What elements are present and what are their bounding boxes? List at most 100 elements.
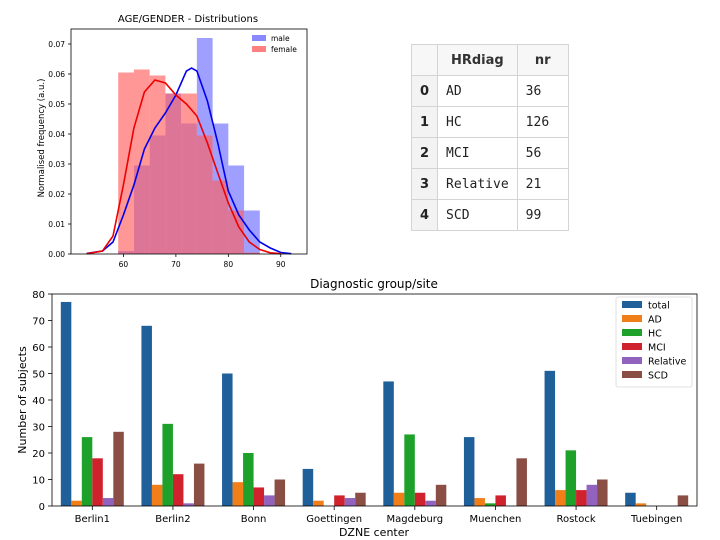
bar-total <box>60 301 72 506</box>
diagnosis-table: HRdiag nr 0 AD 36 1 HC 126 2 MCI 56 3 Re… <box>410 44 569 231</box>
row-index: 2 <box>410 137 439 169</box>
bar-chart-y-axis-label: Number of subjects <box>16 346 29 454</box>
table-header-nr: nr <box>516 44 569 76</box>
bar-relative <box>183 503 194 506</box>
histogram-title: AGE/GENDER - Distributions <box>118 14 258 25</box>
bar-relative <box>344 498 356 506</box>
bar-scd <box>193 463 205 506</box>
y-tick-label: 0.06 <box>48 70 65 79</box>
row-hrdiag: MCI <box>437 137 518 169</box>
bar-ad <box>151 484 163 506</box>
bar-mci <box>576 490 587 506</box>
y-tick-label: 0.00 <box>48 250 65 259</box>
bar-hc <box>81 437 93 506</box>
legend-label-hc: HC <box>648 329 662 340</box>
legend-label-scd: SCD <box>648 371 668 382</box>
histogram-bar-female <box>149 75 166 254</box>
bar-scd <box>355 492 366 506</box>
legend-label-mci: MCI <box>648 343 666 354</box>
legend-label-total: total <box>648 301 670 312</box>
y-tick-label: 0.04 <box>48 130 65 139</box>
legend-swatch-female <box>252 46 266 52</box>
table-header-hrdiag: HRdiag <box>437 44 518 76</box>
bar-total <box>544 370 556 506</box>
x-tick-label: Muenchen <box>470 514 522 525</box>
bar-total <box>625 492 636 506</box>
table-header-row: HRdiag nr <box>410 44 569 76</box>
bar-total <box>463 437 475 506</box>
bar-mci <box>334 495 345 506</box>
bar-ad <box>232 482 244 506</box>
legend-label-relative: Relative <box>648 357 686 368</box>
bar-chart-legend: total AD HC MCI Relative SCD <box>615 296 693 388</box>
bar-scd <box>516 458 527 506</box>
row-hrdiag: HC <box>437 106 518 138</box>
histogram-legend: male female <box>252 34 297 54</box>
legend-swatch-ad <box>622 315 642 322</box>
x-tick-label: Tuebingen <box>630 514 682 525</box>
histogram-bar-female <box>228 210 245 254</box>
histogram-bar-female <box>212 180 229 254</box>
histogram-bar-female <box>244 252 260 254</box>
row-nr: 99 <box>516 199 569 231</box>
bar-ad <box>71 500 82 506</box>
legend-swatch-total <box>622 301 642 308</box>
kde-line-female <box>86 79 281 255</box>
x-tick-label: Berlin2 <box>155 514 190 525</box>
y-tick-label: 40 <box>32 396 45 407</box>
table-row: 3 Relative 21 <box>410 168 569 200</box>
row-hrdiag: Relative <box>437 168 518 200</box>
bar-total <box>302 468 314 506</box>
table-row: 4 SCD 99 <box>410 199 569 231</box>
bar-scd <box>113 431 124 506</box>
age-gender-histogram: AGE/GENDER - Distributions Normalised fr… <box>37 14 308 269</box>
bar-hc <box>162 423 173 506</box>
histogram-bar-female <box>133 69 150 254</box>
histogram-bar-female <box>196 135 213 254</box>
bar-scd <box>274 479 286 506</box>
bar-mci <box>172 474 184 506</box>
row-index: 0 <box>410 75 439 107</box>
histogram-y-axis-label: Normalised frequency (a.u.) <box>37 79 47 198</box>
x-tick-label: Goettingen <box>306 514 362 525</box>
bar-hc <box>404 434 415 506</box>
x-tick-label: 60 <box>119 260 129 269</box>
legend-label-male: male <box>271 34 290 43</box>
bar-mci <box>92 458 103 506</box>
x-tick-label: Bonn <box>241 514 267 525</box>
y-tick-label: 20 <box>32 449 45 460</box>
bar-mci <box>495 495 506 506</box>
bar-ad <box>313 500 324 506</box>
bar-chart-x-axis-label: DZNE center <box>339 526 410 539</box>
table-index-header <box>410 44 439 76</box>
row-hrdiag: AD <box>437 75 518 107</box>
bar-ad <box>635 503 647 506</box>
bar-chart-title: Diagnostic group/site <box>310 277 438 291</box>
bar-mci <box>414 492 426 506</box>
legend-swatch-relative <box>622 357 642 364</box>
histogram-frame <box>70 28 308 255</box>
row-nr: 36 <box>516 75 569 107</box>
y-tick-label: 60 <box>32 343 45 354</box>
x-tick-label: Rostock <box>556 514 595 525</box>
bar-total <box>222 373 233 506</box>
row-nr: 126 <box>516 106 569 138</box>
bar-total <box>383 381 394 506</box>
table-row: 2 MCI 56 <box>410 137 569 169</box>
row-index: 3 <box>410 168 439 200</box>
table-row: 0 AD 36 <box>410 75 569 107</box>
bar-scd <box>677 495 689 506</box>
bar-relative <box>586 484 598 506</box>
y-tick-label: 0.03 <box>48 160 65 169</box>
bar-relative <box>264 495 275 506</box>
bar-hc <box>565 450 577 506</box>
diagnostic-group-bar-chart: Diagnostic group/site Number of subjects… <box>16 277 698 539</box>
y-tick-label: 0.01 <box>48 220 65 229</box>
bar-total <box>141 325 152 506</box>
legend-label-ad: AD <box>648 315 662 326</box>
legend-swatch-scd <box>622 371 642 378</box>
bar-mci <box>253 487 265 506</box>
bar-ad <box>474 498 485 506</box>
bar-scd <box>597 479 608 506</box>
legend-swatch-male <box>252 35 266 41</box>
